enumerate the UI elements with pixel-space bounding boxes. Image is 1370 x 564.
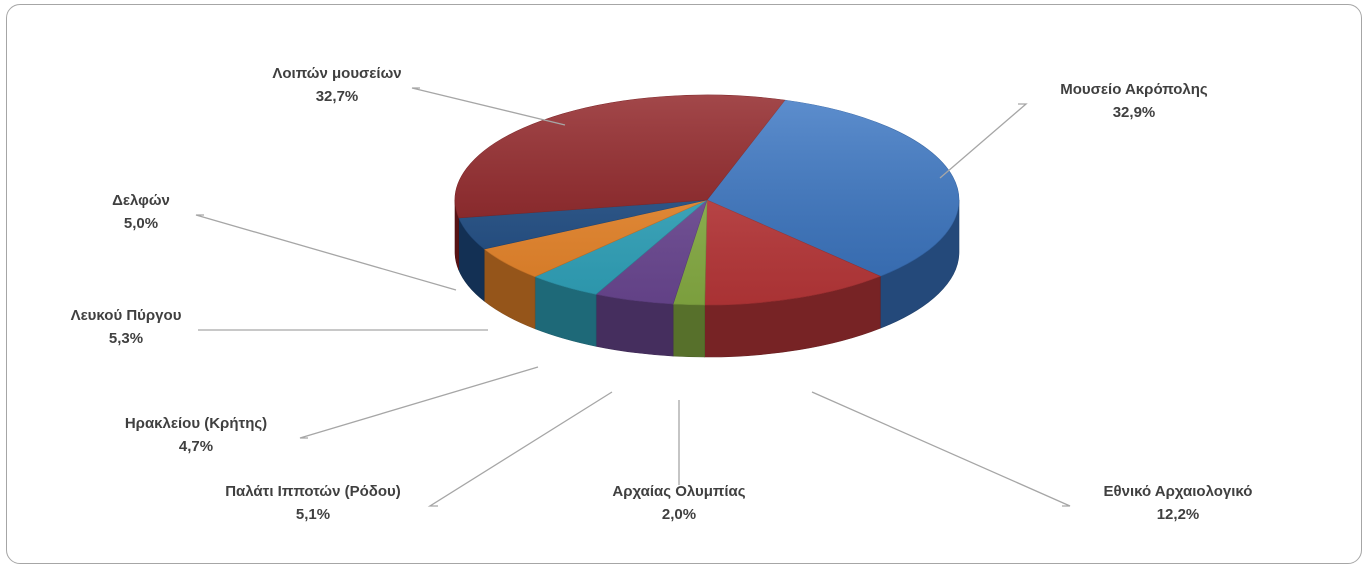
slice-3-name-label: Παλάτι Ιπποτών (Ρόδου) [225,483,401,500]
slice-0-percent-label: 32,9% [1113,104,1156,121]
slice-6-leader-line [195,214,457,291]
slice-2-percent-label: 2,0% [662,506,696,523]
slice-4-percent-label: 4,7% [179,438,213,455]
slice-3-percent-label: 5,1% [296,506,330,523]
slice-6-percent-label: 5,0% [124,215,158,232]
slice-1-name-label: Εθνικό Αρχαιολογικό [1104,483,1253,500]
slice-5-name-label: Λευκού Πύργου [71,307,182,324]
slice-7-name-label: Λοιπών μουσείων [272,65,401,82]
slice-5-percent-label: 5,3% [109,330,143,347]
slice-2-name-label: Αρχαίας Ολυμπίας [612,483,745,500]
slice-7-percent-label: 32,7% [316,88,359,105]
slice-0-leader-line [939,103,1028,179]
slice-0-name-label: Μουσείο Ακρόπολης [1060,81,1208,98]
slice-4-name-label: Ηρακλείου (Κρήτης) [125,415,267,432]
slice-3-leader-line [427,391,613,507]
slice-4-leader-line [299,366,539,439]
slice-1-percent-label: 12,2% [1157,506,1200,523]
slice-2-side [672,303,706,358]
pie-chart: Μουσείο Ακρόπολης 32,9% Εθνικό Αρχαιολογικ… [71,65,1253,523]
slice-1-leader-line [811,391,1071,507]
pie-top-sheen [455,95,959,305]
slice-7-leader-line [411,87,566,126]
slice-6-name-label: Δελφών [112,192,170,209]
